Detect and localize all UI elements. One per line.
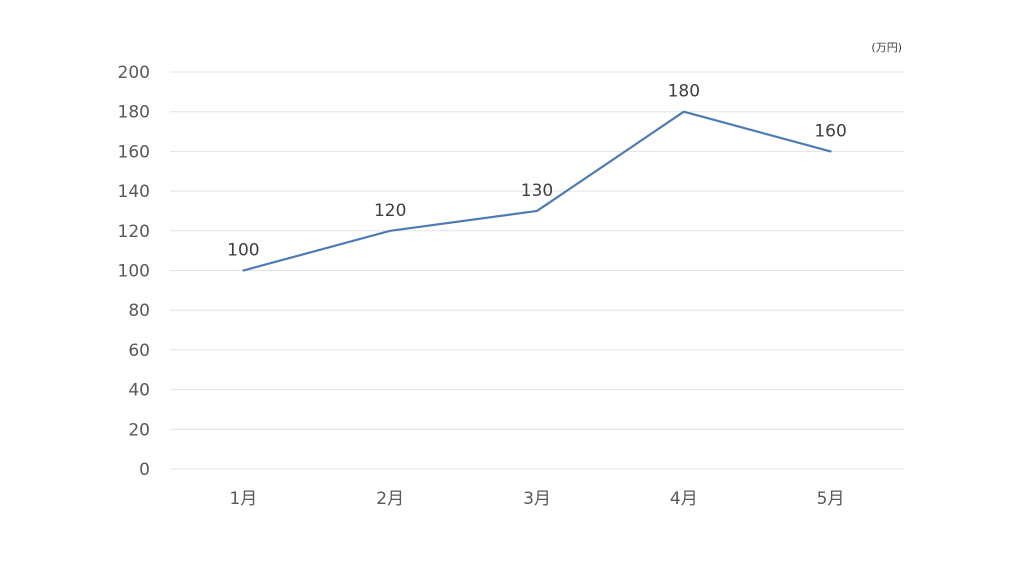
- data-label: 130: [521, 181, 553, 201]
- data-label: 120: [374, 201, 406, 221]
- data-label: 180: [668, 82, 700, 102]
- data-label: 160: [814, 121, 846, 141]
- x-tick-label: 1月: [229, 489, 257, 509]
- y-tick-label: 200: [118, 63, 150, 83]
- y-tick-label: 160: [118, 142, 150, 162]
- y-tick-label: 140: [118, 182, 150, 202]
- data-labels: 100 120 130 180 160: [227, 82, 847, 261]
- y-tick-label: 40: [128, 381, 150, 401]
- unit-label: (万円): [871, 41, 902, 54]
- y-tick-label: 60: [128, 341, 150, 361]
- x-axis-tick-labels: 1月 2月 3月 4月 5月: [229, 489, 844, 509]
- y-tick-label: 80: [128, 301, 150, 321]
- x-tick-label: 3月: [523, 489, 551, 509]
- y-tick-label: 120: [118, 222, 150, 242]
- series-line: [242, 110, 832, 272]
- series-group: [242, 110, 832, 272]
- data-label: 100: [227, 241, 259, 261]
- x-tick-label: 5月: [817, 489, 845, 509]
- x-tick-label: 2月: [376, 489, 404, 509]
- y-tick-label: 0: [139, 460, 150, 480]
- y-axis-tick-labels: 0 20 40 60 80 100 120 140 160 180 200: [118, 63, 150, 480]
- y-tick-label: 20: [128, 420, 150, 440]
- y-tick-label: 180: [118, 103, 150, 123]
- x-tick-label: 4月: [670, 489, 698, 509]
- gridlines: [170, 71, 904, 470]
- y-tick-label: 100: [118, 262, 150, 282]
